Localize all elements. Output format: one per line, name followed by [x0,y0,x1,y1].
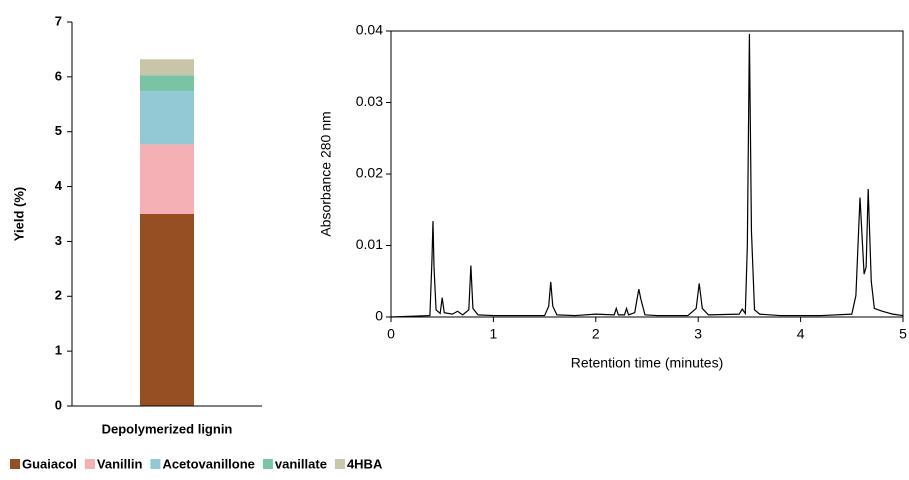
y-tick-label: 2 [55,288,62,303]
y-tick-label: 0.01 [356,236,383,252]
legend-swatch [150,459,161,469]
y-tick-label: 0 [375,308,383,324]
legend-swatch [334,459,345,469]
legend-swatch [84,459,95,469]
y-tick-label: 4 [55,178,63,193]
y-tick-label: 0.03 [356,93,383,109]
x-tick-label: 1 [490,326,498,342]
bar-segment [140,91,194,145]
y-tick-label: 1 [55,343,62,358]
x-tick-label: Depolymerized lignin [102,421,233,436]
legend-label: 4HBA [347,456,383,471]
y-tick-label: 0.02 [356,165,383,181]
x-tick-label: 5 [899,326,907,342]
bar-segment [140,144,194,214]
legend-label: Vanillin [97,456,143,471]
y-tick-label: 6 [55,68,62,83]
x-tick-label: 4 [797,326,805,342]
x-axis-label: Retention time (minutes) [571,355,724,371]
bar-segment [140,59,194,76]
bar-segment [140,214,194,406]
y-tick-label: 7 [55,13,62,28]
x-tick-label: 0 [387,326,395,342]
legend-label: Guaiacol [22,456,77,471]
x-tick-label: 3 [694,326,702,342]
chromatogram-line [390,33,904,318]
x-tick-label: 2 [592,326,600,342]
y-axis-label: Absorbance 280 nm [318,111,334,236]
bar-segment [140,75,194,92]
legend-swatch [262,459,273,469]
legend-label: vanillate [275,456,327,471]
plot-frame [390,30,904,318]
y-tick-label: 3 [55,233,62,248]
y-axis-label: Yield (%) [11,187,26,241]
y-tick-label: 0.04 [356,22,383,38]
y-tick-label: 5 [55,123,62,138]
y-tick-label: 0 [55,397,62,412]
legend-swatch [10,459,20,469]
legend-label: Acetovanillone [162,456,254,471]
